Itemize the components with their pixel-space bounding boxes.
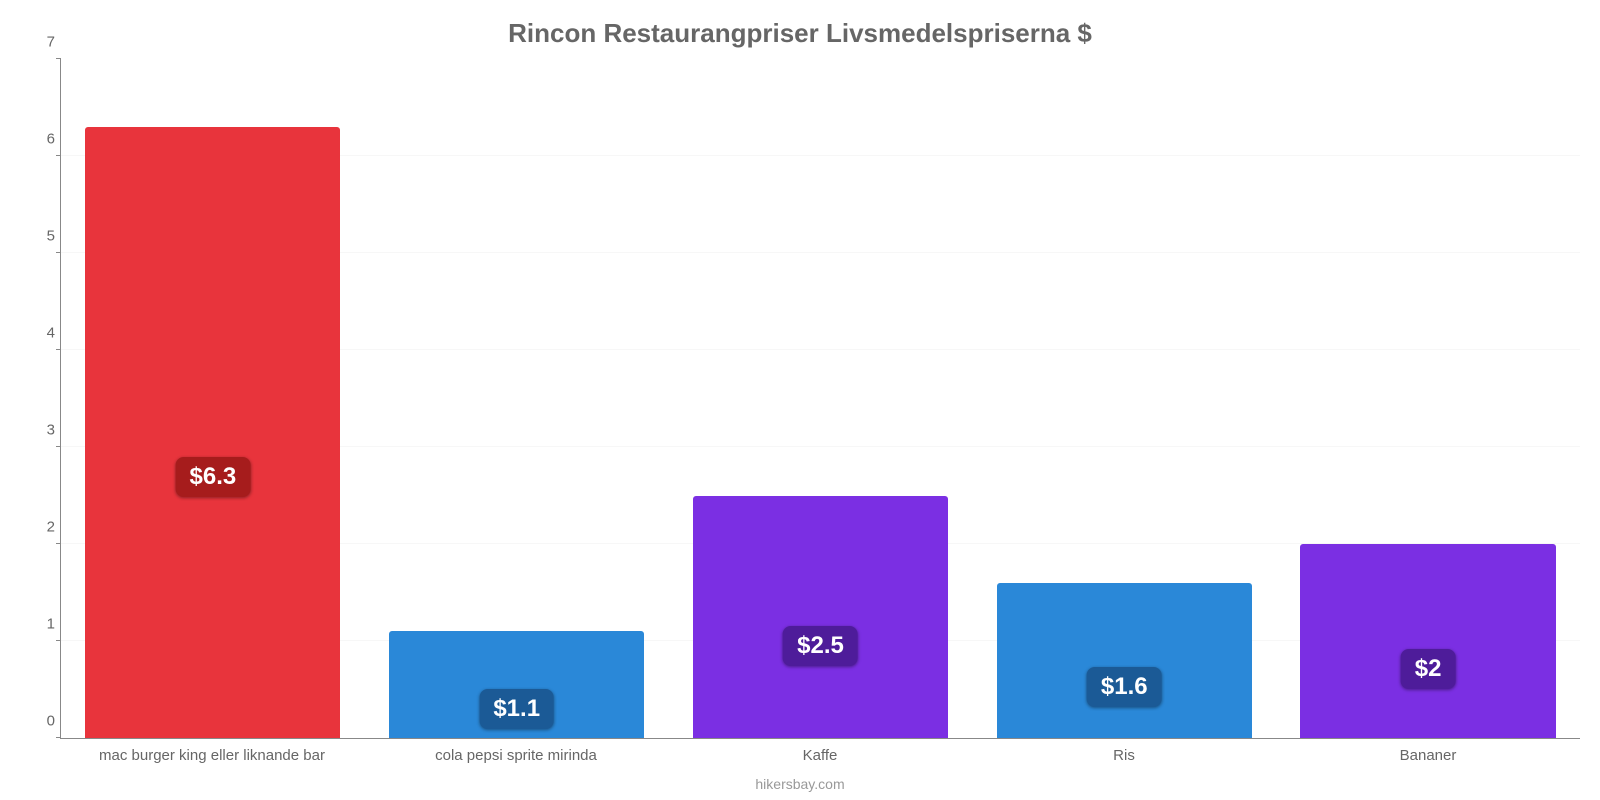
- y-tick-label: 2: [31, 519, 55, 536]
- y-tick-label: 5: [31, 228, 55, 245]
- x-axis-label: Bananer: [1276, 739, 1580, 764]
- bar: $2: [1300, 544, 1555, 738]
- y-tick-label: 4: [31, 325, 55, 342]
- x-axis-label: mac burger king eller liknande bar: [60, 739, 364, 764]
- value-badge: $1.6: [1087, 667, 1162, 707]
- bar: $1.1: [389, 631, 644, 738]
- y-tick-label: 0: [31, 713, 55, 730]
- bar-slot: $2.5: [669, 59, 973, 738]
- y-tick-label: 3: [31, 422, 55, 439]
- price-bar-chart: Rincon Restaurangpriser Livsmedelspriser…: [0, 0, 1600, 800]
- x-axis-label: Ris: [972, 739, 1276, 764]
- value-badge: $6.3: [176, 457, 251, 497]
- x-axis-labels: mac burger king eller liknande barcola p…: [60, 739, 1580, 764]
- value-badge: $2: [1401, 649, 1456, 689]
- chart-title: Rincon Restaurangpriser Livsmedelspriser…: [20, 18, 1580, 49]
- value-badge: $2.5: [783, 626, 858, 666]
- y-tick-label: 7: [31, 34, 55, 51]
- chart-plot-area: 01234567$6.3$1.1$2.5$1.6$2: [60, 59, 1580, 739]
- bar-slot: $1.6: [972, 59, 1276, 738]
- bar-slot: $6.3: [61, 59, 365, 738]
- y-tick-label: 1: [31, 616, 55, 633]
- x-axis-label: Kaffe: [668, 739, 972, 764]
- bar-slot: $1.1: [365, 59, 669, 738]
- y-tick-label: 6: [31, 131, 55, 148]
- bar-slot: $2: [1276, 59, 1580, 738]
- bar: $2.5: [693, 496, 948, 739]
- x-axis-label: cola pepsi sprite mirinda: [364, 739, 668, 764]
- bars-row: $6.3 $1.1 $2.5 $1.6 $2: [61, 59, 1580, 738]
- bar: $1.6: [997, 583, 1252, 738]
- value-badge: $1.1: [479, 689, 554, 729]
- bar: $6.3: [85, 127, 340, 738]
- chart-subtitle: hikersbay.com: [20, 776, 1580, 792]
